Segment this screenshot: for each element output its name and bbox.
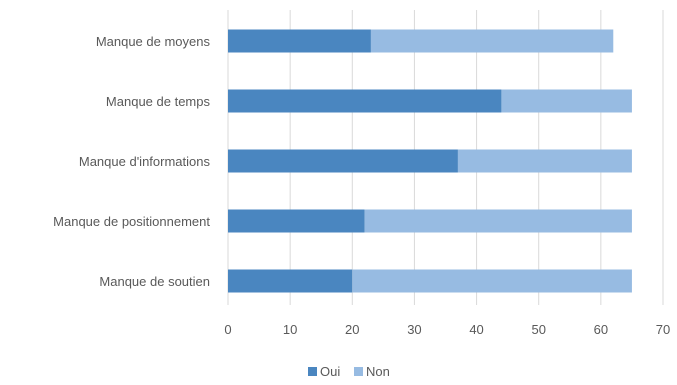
x-tick-label: 50 [531,322,545,337]
x-tick-label: 30 [407,322,421,337]
legend-label-oui: Oui [320,364,340,379]
bar-oui-2 [228,149,458,173]
x-tick-label: 10 [283,322,297,337]
legend-swatch-non [354,367,363,376]
bar-oui-1 [228,89,502,113]
category-label: Manque de soutien [99,274,210,289]
bar-oui-3 [228,209,365,233]
x-axis-tick-labels: 0 10 20 30 40 50 60 70 [224,322,670,337]
bar-oui-4 [228,269,353,293]
x-tick-label: 0 [224,322,231,337]
x-tick-label: 40 [469,322,483,337]
bar-non-2 [457,149,632,173]
bar-non-0 [370,29,614,53]
bar-non-1 [501,89,632,113]
legend-swatch-oui [308,367,317,376]
category-labels: Manque de moyens Manque de temps Manque d'… [53,34,210,289]
legend: Oui Non [308,364,390,379]
legend-label-non: Non [366,364,390,379]
bar-non-3 [364,209,632,233]
x-tick-label: 60 [594,322,608,337]
x-tick-label: 20 [345,322,359,337]
bar-oui-0 [228,29,371,53]
category-label: Manque de temps [106,94,211,109]
bars [228,29,632,293]
x-tick-label: 70 [656,322,670,337]
category-label: Manque de moyens [96,34,211,49]
category-label: Manque d'informations [79,154,211,169]
bar-non-4 [352,269,632,293]
category-label: Manque de positionnement [53,214,210,229]
